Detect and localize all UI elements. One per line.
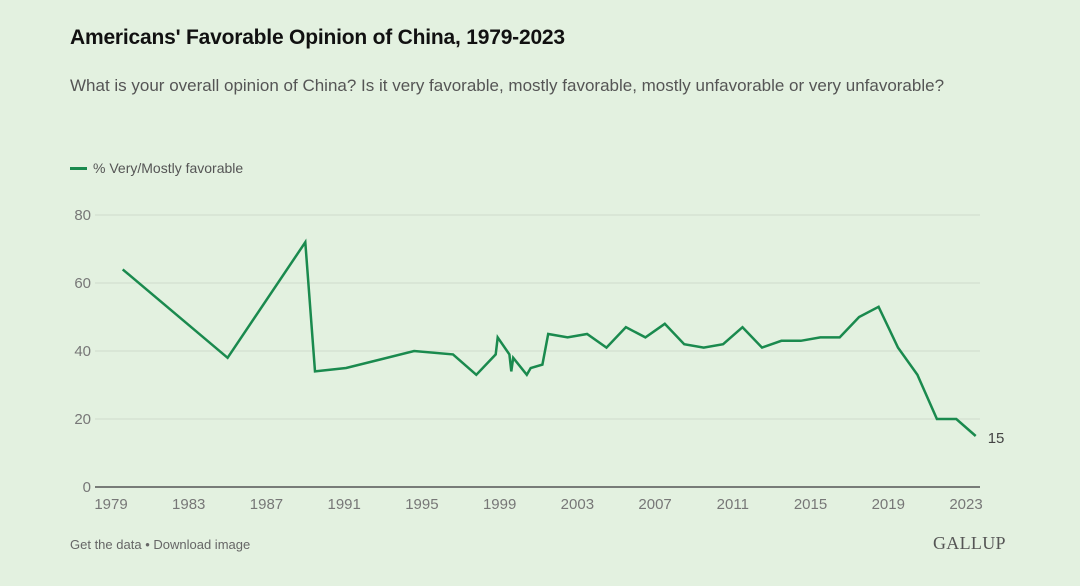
data-point: [225, 355, 231, 361]
x-tick-label: 1991: [327, 496, 360, 513]
data-point: [539, 362, 545, 368]
data-point: [914, 372, 920, 378]
chart-title: Americans' Favorable Opinion of China, 1…: [70, 26, 565, 49]
y-tick-label: 80: [74, 207, 91, 224]
data-point: [411, 348, 417, 354]
data-point: [524, 372, 530, 378]
data-point: [604, 345, 610, 351]
data-point: [662, 321, 668, 327]
data-point: [895, 345, 901, 351]
y-tick-label: 20: [74, 411, 91, 428]
footer-separator: •: [145, 537, 150, 552]
data-point: [856, 314, 862, 320]
y-tick-label: 60: [74, 275, 91, 292]
data-point: [876, 304, 882, 310]
data-point: [120, 266, 126, 272]
data-point: [584, 331, 590, 337]
legend-label: % Very/Mostly favorable: [93, 160, 244, 176]
y-axis-ticks: 0 20 40 60 80: [74, 207, 91, 496]
data-point: [545, 331, 551, 337]
data-point: [473, 372, 479, 378]
data-point: [778, 338, 784, 344]
data-point: [837, 334, 843, 340]
x-tick-label: 1995: [405, 496, 438, 513]
data-point: [623, 324, 629, 330]
data-point: [681, 341, 687, 347]
data-point: [510, 355, 516, 361]
data-point: [817, 334, 823, 340]
data-point: [565, 334, 571, 340]
data-point: [973, 433, 979, 439]
data-point: [343, 365, 349, 371]
data-point: [642, 334, 648, 340]
y-tick-label: 0: [83, 479, 91, 496]
data-point: [798, 338, 804, 344]
data-point: [312, 368, 318, 374]
data-point: [450, 351, 456, 357]
data-point: [953, 416, 959, 422]
data-point: [495, 334, 501, 340]
gridlines: [95, 214, 980, 488]
legend-swatch: [70, 166, 87, 170]
chart-subtitle: What is your overall opinion of China? I…: [70, 76, 945, 95]
data-point: [528, 365, 534, 371]
x-tick-label: 1987: [250, 496, 283, 513]
x-tick-label: 2015: [794, 496, 827, 513]
end-value-label: 15: [988, 430, 1005, 447]
legend: % Very/Mostly favorable: [70, 160, 243, 176]
data-point: [302, 239, 308, 245]
data-point: [759, 345, 765, 351]
y-tick-label: 40: [74, 343, 91, 360]
x-tick-label: 2011: [717, 496, 749, 513]
x-tick-label: 2023: [949, 496, 982, 513]
data-point: [740, 324, 746, 330]
get-data-link[interactable]: Get the data: [70, 537, 142, 552]
x-tick-label: 2007: [638, 496, 671, 513]
data-point: [701, 345, 707, 351]
data-point: [508, 368, 514, 374]
gallup-logo: GALLUP: [933, 533, 1006, 553]
footer-links: Get the data • Download image: [70, 537, 250, 552]
data-point: [934, 416, 940, 422]
series-layer: 15: [120, 238, 1005, 447]
download-image-link[interactable]: Download image: [153, 537, 251, 552]
x-tick-label: 2003: [561, 496, 594, 513]
x-tick-label: 1983: [172, 496, 205, 513]
series-line: [121, 238, 977, 437]
x-axis-ticks: 1979 1983 1987 1991 1995 1999 2003 2007 2011 2015…: [94, 496, 982, 513]
x-tick-label: 1979: [94, 496, 127, 513]
x-tick-label: 1999: [483, 496, 516, 513]
x-tick-label: 2019: [872, 496, 905, 513]
data-point: [493, 351, 499, 357]
data-point: [720, 341, 726, 347]
